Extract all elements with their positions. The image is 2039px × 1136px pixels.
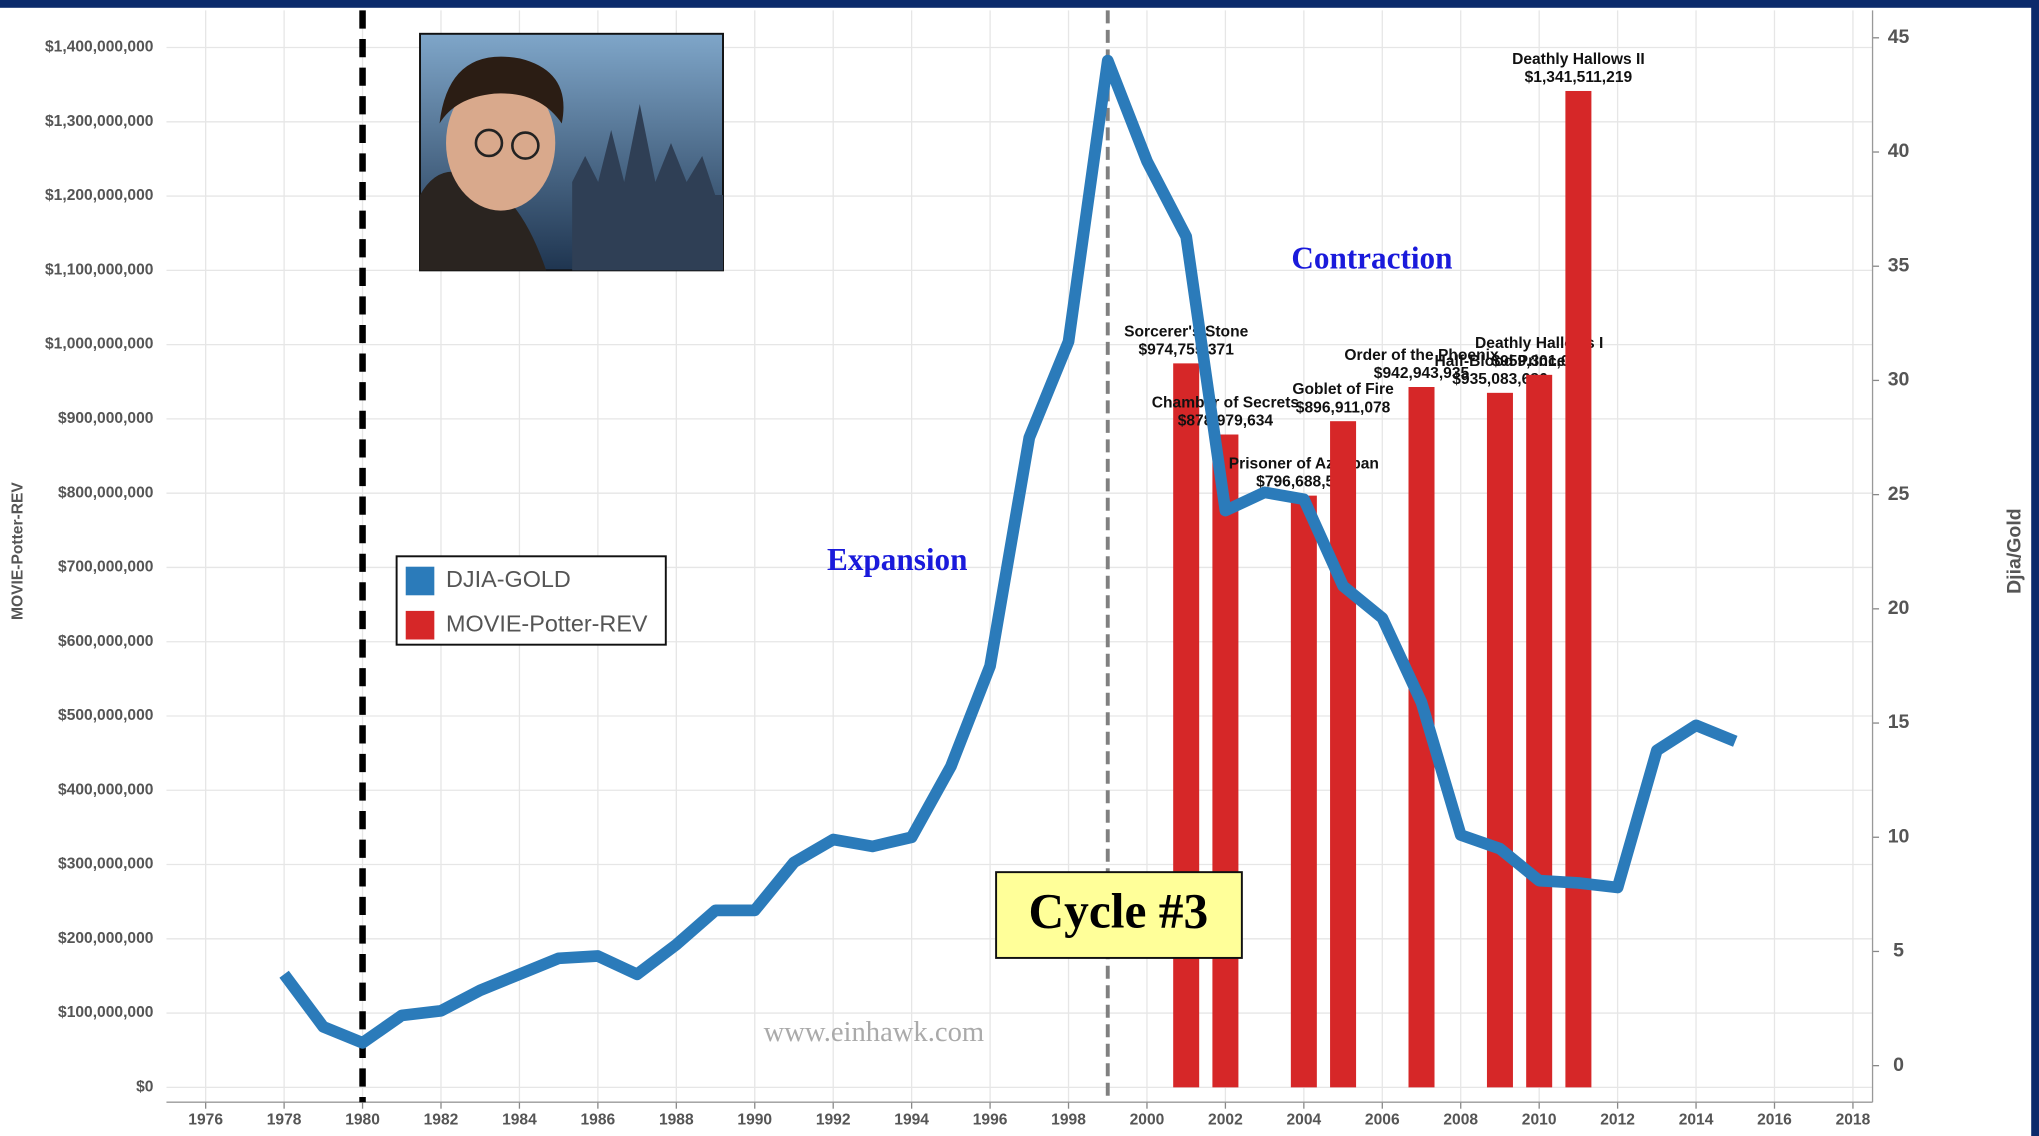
y2-tick-label: 25: [1888, 483, 1910, 505]
y-tick-label: $1,200,000,000: [45, 187, 154, 204]
y-tick-label: $900,000,000: [58, 410, 154, 427]
x-tick-label: 2008: [1443, 1112, 1478, 1129]
legend-label: MOVIE-Potter-REV: [446, 610, 648, 636]
chart: 1976 1978 1980 1982 1984 1986 1988 1990 1992 1994…: [0, 0, 2039, 1136]
y-tick-label: $1,000,000,000: [45, 336, 154, 353]
y-tick-label: $800,000,000: [58, 484, 154, 501]
annotation: www.einhawk.com: [764, 1017, 985, 1048]
y2-axis-title: Djia/Gold: [2004, 508, 2026, 594]
y-tick-label: $100,000,000: [58, 1004, 154, 1021]
bar-name-label: Goblet of Fire: [1292, 381, 1394, 398]
x-tick-label: 1990: [737, 1112, 772, 1129]
y2-tick-label: 30: [1888, 369, 1910, 391]
bar: [1173, 363, 1199, 1087]
x-tick-label: 2004: [1286, 1112, 1321, 1129]
x-tick-label: 2016: [1757, 1112, 1792, 1129]
bar: [1212, 435, 1238, 1088]
bar-value-label: $1,341,511,219: [1525, 69, 1633, 86]
y-tick-label: $300,000,000: [58, 856, 154, 873]
y2-tick-label: 35: [1888, 254, 1910, 276]
bar-value-label: $878,979,634: [1178, 413, 1274, 430]
x-tick-label: 2010: [1522, 1112, 1557, 1129]
x-tick-label: 1992: [816, 1112, 851, 1129]
x-tick-label: 2000: [1130, 1112, 1165, 1129]
x-tick-label: 1996: [973, 1112, 1008, 1129]
x-tick-label: 2018: [1836, 1112, 1871, 1129]
y2-tick-label: 15: [1888, 711, 1910, 733]
bar-name-label: Chamber of Secrets: [1152, 394, 1300, 411]
x-tick-label: 2006: [1365, 1112, 1400, 1129]
plot-background: [0, 8, 2031, 1136]
annotation: Contraction: [1291, 240, 1452, 275]
x-tick-label: 1994: [894, 1112, 929, 1129]
y2-tick-label: 5: [1893, 940, 1904, 962]
x-tick-label: 1982: [424, 1112, 459, 1129]
x-tick-label: 1986: [581, 1112, 616, 1129]
legend-label: DJIA-GOLD: [446, 566, 571, 592]
x-tick-label: 1978: [267, 1112, 302, 1129]
y-tick-label: $1,100,000,000: [45, 261, 154, 278]
x-tick-label: 2002: [1208, 1112, 1243, 1129]
x-tick-label: 1998: [1051, 1112, 1086, 1129]
bar-name-label: Prisoner of Azkaban: [1229, 456, 1379, 473]
bar-name-label: Deathly Hallows II: [1512, 51, 1645, 68]
annotation: Cycle #3: [1028, 884, 1208, 939]
y-tick-label: $0: [136, 1078, 154, 1095]
y-tick-label: $1,300,000,000: [45, 113, 154, 130]
bar-value-label: $896,911,078: [1296, 399, 1391, 416]
x-tick-label: 1980: [345, 1112, 380, 1129]
y-tick-label: $600,000,000: [58, 633, 154, 650]
bar: [1526, 375, 1552, 1087]
poster-image: [420, 34, 723, 271]
bar: [1291, 496, 1317, 1088]
y-tick-label: $200,000,000: [58, 930, 154, 947]
bar-name-label: Sorcerer's Stone: [1124, 323, 1249, 340]
y-axis-title: MOVIE-Potter-REV: [9, 482, 26, 620]
y-tick-label: $1,400,000,000: [45, 39, 154, 56]
y2-tick-label: 10: [1888, 825, 1910, 847]
bar: [1330, 421, 1356, 1087]
y-tick-label: $400,000,000: [58, 781, 154, 798]
annotation: Expansion: [827, 542, 967, 577]
x-tick-label: 1988: [659, 1112, 694, 1129]
bar: [1487, 393, 1513, 1088]
x-tick-label: 1976: [188, 1112, 223, 1129]
page: {"chart_data": { "type": "combo", "xlim"…: [0, 0, 2039, 1136]
y-tick-label: $500,000,000: [58, 707, 154, 724]
x-tick-label: 1984: [502, 1112, 537, 1129]
legend-swatch: [406, 567, 435, 596]
legend: DJIA-GOLD MOVIE-Potter-REV: [397, 556, 666, 644]
legend-swatch: [406, 611, 435, 640]
y2-tick-label: 45: [1888, 26, 1910, 48]
y2-tick-label: 20: [1888, 597, 1910, 619]
x-tick-label: 2014: [1679, 1112, 1714, 1129]
y2-tick-label: 0: [1893, 1054, 1904, 1076]
x-tick-label: 2012: [1600, 1112, 1635, 1129]
bar: [1565, 91, 1591, 1087]
y2-tick-label: 40: [1888, 140, 1910, 162]
bar-value-label: $974,755,371: [1138, 342, 1234, 359]
y-tick-label: $700,000,000: [58, 559, 154, 576]
